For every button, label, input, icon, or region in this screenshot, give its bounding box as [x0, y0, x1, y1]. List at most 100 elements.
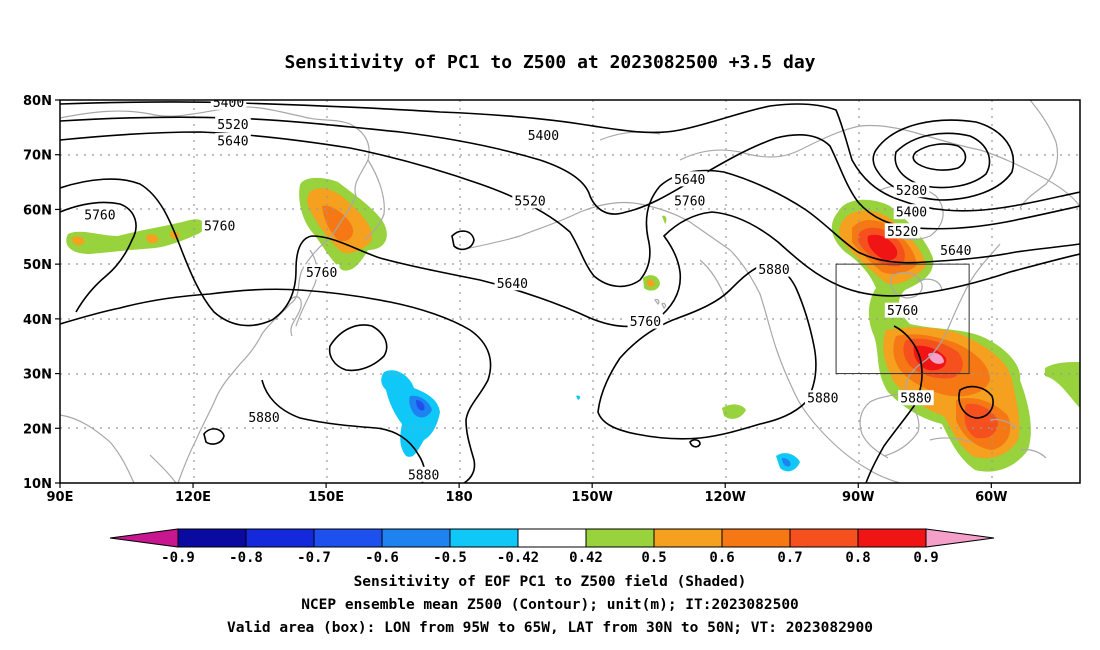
lat-tick-label: 10N — [23, 477, 52, 492]
contour-5880-mid — [261, 379, 426, 483]
lon-tick-label: 90W — [842, 490, 874, 505]
lon-tick-label: 120E — [175, 490, 211, 505]
lon-tick-label: 120W — [704, 490, 745, 505]
contour-label-bg — [82, 206, 118, 222]
contour-5640-top — [60, 131, 1080, 288]
negative-region-pacific — [381, 370, 440, 457]
contour-label: 5760 — [887, 304, 918, 319]
negative-region-mexico-pacific-core — [782, 458, 791, 467]
negative-region-tiny — [576, 395, 581, 400]
coastlines — [60, 100, 1080, 483]
longitude-axis: 90E 120E 150E 180 150W 120W 90W 60W — [47, 483, 1008, 505]
contour-label: 5760 — [630, 315, 661, 330]
map-area: 5400 5520 5640 5400 5760 5760 5520 5640 5760 5280… — [60, 100, 1080, 483]
contour-5760-west — [60, 201, 137, 313]
colorbar-swatch — [245, 528, 315, 548]
contour-label-bg — [405, 466, 442, 482]
colorbar-swatch — [177, 528, 247, 548]
map-background — [60, 100, 1080, 483]
map-frame — [59, 99, 1081, 484]
colorbar-low-arrow — [109, 528, 179, 548]
contour-label: 5880 — [408, 468, 439, 483]
colorbar-swatch — [449, 528, 519, 548]
coast-north-america-east — [883, 243, 1001, 457]
footer-line-valid-area: Valid area (box): LON from 95W to 65W, L… — [226, 620, 873, 636]
contour-label: 5280 — [896, 184, 927, 199]
contour-label-bg — [246, 409, 282, 425]
contour-label-bg — [627, 313, 664, 329]
positive-region-okhotsk-core — [322, 205, 354, 242]
coast-kamchatka — [365, 159, 385, 241]
positive-region-pacific-small-core — [646, 279, 655, 287]
colorbar-swatch — [313, 528, 383, 548]
colorbar-label: -0.6 — [365, 550, 399, 566]
positive-region-gulf-california — [722, 404, 746, 419]
coast-great-lakes — [890, 271, 943, 299]
figure-title: Sensitivity of PC1 to Z500 at 2023082500… — [284, 52, 815, 73]
contour-pacific-high-inner — [328, 324, 388, 372]
contour-label-bg — [303, 264, 340, 280]
contour-arctic-low-3 — [872, 119, 1015, 201]
lat-tick-label: 70N — [23, 149, 52, 164]
valid-area-box — [835, 263, 970, 375]
positive-region-north-america-peak — [928, 352, 944, 364]
contour-label: 5640 — [674, 173, 705, 188]
contour-label-bg — [898, 390, 934, 406]
contour-label-bg — [804, 390, 841, 406]
colorbar-label: 0.7 — [777, 550, 802, 566]
contour-label-bg — [756, 261, 792, 277]
contour-label-bg — [938, 242, 974, 258]
coast-caribbean — [929, 418, 1047, 459]
footer-line-contour: NCEP ensemble mean Z500 (Contour); unit(… — [301, 597, 799, 613]
latitude-axis: 10N 20N 30N 40N 50N 60N 70N 80N — [23, 94, 60, 492]
contour-label: 5760 — [204, 219, 235, 234]
contour-5880-south — [60, 288, 492, 483]
contour-label: 5520 — [514, 195, 545, 210]
contour-label: 5640 — [217, 135, 248, 150]
contour-label: 5880 — [248, 411, 279, 426]
contour-label-bg — [884, 223, 921, 239]
contour-label: 5880 — [900, 392, 931, 407]
positive-region-siberia-core — [72, 231, 180, 246]
contour-label-bg — [893, 182, 930, 198]
colorbar-swatch — [789, 528, 859, 548]
lon-tick-label: 90E — [47, 490, 74, 505]
contour-labels: 5400 5520 5640 5400 5760 5760 5520 5640 5760 5280… — [82, 100, 974, 483]
contour-5880-east — [597, 264, 817, 440]
lon-tick-label: 150E — [308, 490, 344, 505]
colorbar-swatch — [381, 528, 451, 548]
contour-label: 5760 — [306, 266, 337, 281]
positive-region-north-america-high — [852, 219, 1011, 450]
contour-arctic-low-1 — [912, 143, 967, 171]
footer-line-shaded: Sensitivity of EOF PC1 to Z500 field (Sh… — [353, 574, 747, 590]
colorbar-label: 0.42 — [569, 550, 603, 566]
colorbar-label: 0.8 — [845, 550, 870, 566]
contour-label: 5880 — [807, 392, 838, 407]
colorbar-label: -0.5 — [433, 550, 467, 566]
contour-5880-america-east — [865, 325, 923, 483]
contour-label-bg — [494, 275, 531, 291]
contour-label-bg — [215, 133, 251, 149]
contour-arctic-low-2 — [894, 132, 991, 189]
z500-contours — [60, 101, 1080, 483]
colorbar-swatch — [857, 528, 927, 548]
contour-label: 5640 — [497, 277, 528, 292]
colorbar-label: 0.9 — [913, 550, 938, 566]
contour-label: 5400 — [528, 129, 559, 144]
coast-greenland — [1019, 100, 1059, 209]
contour-label-bg — [512, 193, 548, 209]
colorbar-label: 0.5 — [641, 550, 666, 566]
lat-tick-label: 20N — [23, 422, 52, 437]
contour-label-bg — [215, 116, 251, 132]
contour-label-bg — [671, 193, 708, 209]
contour-5760-north — [60, 178, 1080, 328]
contour-label: 5760 — [674, 195, 705, 210]
contour-5880-closed-atl — [958, 385, 994, 419]
shaded-sensitivity — [66, 177, 1080, 472]
coast-north-america-west — [729, 249, 901, 483]
contour-label-bg — [201, 217, 238, 233]
lat-tick-label: 80N — [23, 94, 52, 109]
contour-label: 5400 — [896, 206, 927, 221]
contour-small-lows-2 — [203, 428, 225, 445]
